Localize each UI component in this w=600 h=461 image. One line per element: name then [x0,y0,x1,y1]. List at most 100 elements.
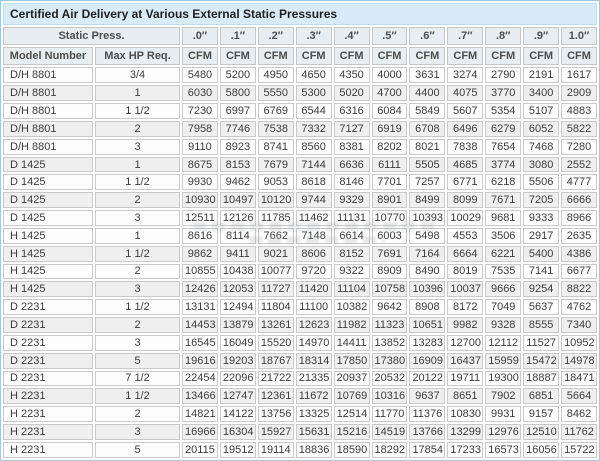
cfm-cell: 10651 [409,317,446,333]
cfm-cell: 15631 [295,424,332,440]
cfm-cell: 18292 [371,441,408,458]
cfm-cell: 10952 [561,334,597,351]
cfm-cell: 21722 [257,370,294,387]
cfm-cell: 7691 [371,245,408,262]
cfm-cell: 9110 [182,138,218,155]
model-cell: H 1425 [3,227,93,244]
model-cell: D/H 8801 [3,103,93,119]
static-press-header: Static Press. [3,27,180,46]
cfm-cell: 5200 [219,67,256,84]
cfm-cell: 13131 [182,299,218,316]
cfm-cell: 2191 [523,67,560,84]
model-cell: D 1425 [3,210,93,226]
cfm-cell: 11323 [371,317,408,333]
cfm-cell: 19203 [219,352,256,369]
cfm-cell: 4000 [371,67,408,84]
model-cell: D 2231 [3,317,93,333]
cfm-cell: 18471 [561,370,597,387]
cfm-cell: 12747 [219,388,256,405]
cfm-cell: 3080 [523,156,560,173]
cfm-cell: 13325 [295,406,332,423]
table-row: D 2231 5 19616 19203 18767 18314 17850 17380 169… [3,352,597,369]
cfm-cell: 8560 [295,138,332,155]
cfm-cell: 13766 [409,424,446,440]
hp-cell: 3 [95,281,180,298]
cfm-cell: 9329 [333,192,370,209]
cfm-cell: 9744 [295,192,332,209]
cfm-cell: 8618 [295,174,332,191]
table-row: H 1425 3 12426 12053 11727 11420 11104 10758 103… [3,281,597,298]
cfm-cell: 11104 [333,281,370,298]
cfm-cell: 9333 [523,210,560,226]
cfm-cell: 3400 [523,85,560,102]
cfm-unit-header: CFM [371,47,408,66]
cfm-cell: 7144 [295,156,332,173]
table-row: D 2231 1 1/2 13131 12494 11804 11100 10382 9642… [3,299,597,316]
cfm-cell: 10855 [182,263,218,280]
cfm-cell: 9720 [295,263,332,280]
pressure-col-header: .8″ [485,27,522,46]
cfm-cell: 8114 [219,227,256,244]
cfm-cell: 6052 [523,120,560,137]
cfm-cell: 3774 [485,156,522,173]
cfm-cell: 7671 [485,192,522,209]
hp-cell: 5 [95,352,180,369]
cfm-cell: 7958 [182,120,218,137]
cfm-cell: 8099 [447,192,484,209]
cfm-cell: 5822 [561,120,597,137]
cfm-cell: 5020 [333,85,370,102]
cfm-cell: 14970 [295,334,332,351]
cfm-cell: 8901 [371,192,408,209]
cfm-cell: 9411 [219,245,256,262]
pressure-col-header: 1.0″ [561,27,597,46]
model-cell: H 2231 [3,441,93,458]
cfm-cell: 15520 [257,334,294,351]
cfm-cell: 10930 [182,192,218,209]
cfm-cell: 11804 [257,299,294,316]
cfm-cell: 5400 [523,245,560,262]
cfm-cell: 12126 [219,210,256,226]
cfm-cell: 5505 [409,156,446,173]
hp-cell: 3 [95,210,180,226]
cfm-cell: 8021 [409,138,446,155]
model-cell: D 2231 [3,370,93,387]
pressure-col-header: .5″ [371,27,408,46]
cfm-cell: 15216 [333,424,370,440]
pressure-col-header: .0″ [182,27,218,46]
hp-cell: 7 1/2 [95,370,180,387]
table-row: H 2231 3 16966 16304 15927 15631 15216 14519 137… [3,424,597,440]
cfm-cell: 13261 [257,317,294,333]
cfm-cell: 8146 [333,174,370,191]
model-cell: D/H 8801 [3,85,93,102]
cfm-cell: 5107 [523,103,560,119]
cfm-cell: 12426 [182,281,218,298]
model-cell: D 2231 [3,299,93,316]
cfm-cell: 7127 [333,120,370,137]
cfm-cell: 10769 [333,388,370,405]
pressure-col-header: .7″ [447,27,484,46]
cfm-cell: 4075 [447,85,484,102]
cfm-unit-header: CFM [561,47,597,66]
cfm-cell: 4400 [409,85,446,102]
pressure-col-header: .9″ [523,27,560,46]
model-cell: D 1425 [3,192,93,209]
cfm-cell: 20937 [333,370,370,387]
cfm-unit-header: CFM [447,47,484,66]
model-cell: H 2231 [3,406,93,423]
cfm-cell: 16966 [182,424,218,440]
cfm-cell: 11100 [295,299,332,316]
cfm-cell: 18767 [257,352,294,369]
cfm-cell: 6030 [182,85,218,102]
cfm-cell: 5550 [257,85,294,102]
cfm-cell: 9642 [371,299,408,316]
cfm-cell: 6003 [371,227,408,244]
cfm-cell: 2909 [561,85,597,102]
cfm-cell: 15959 [485,352,522,369]
table-row: D/H 8801 1 6030 5800 5550 5300 5020 4700 4400 407… [3,85,597,102]
cfm-cell: 10770 [371,210,408,226]
hp-cell: 1 [95,227,180,244]
cfm-cell: 10393 [409,210,446,226]
cfm-cell: 11762 [561,424,597,440]
model-cell: D 1425 [3,156,93,173]
